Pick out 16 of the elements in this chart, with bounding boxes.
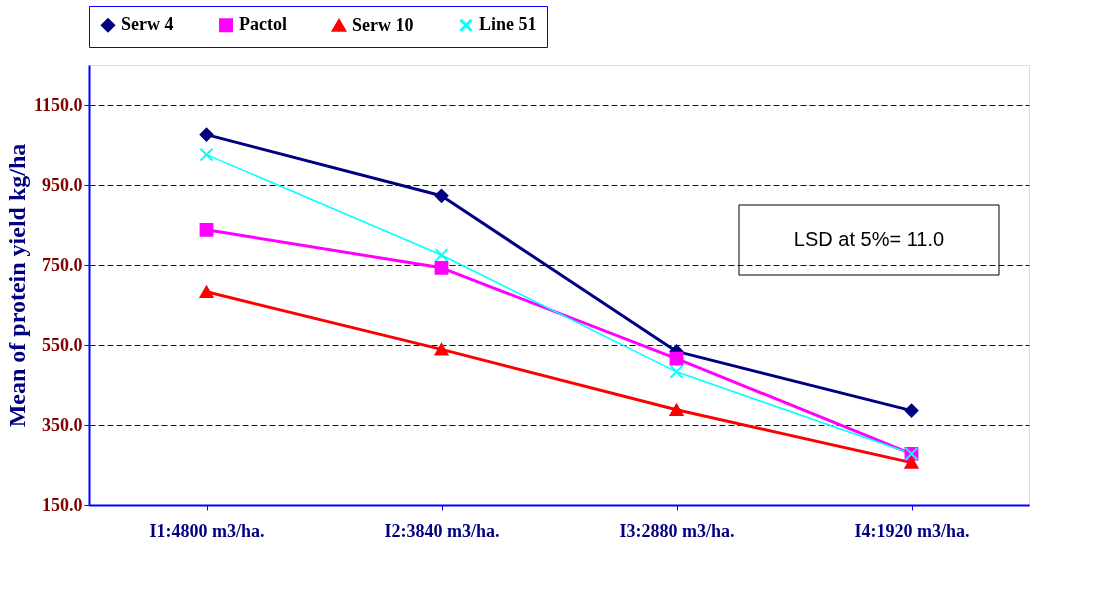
- x-tick-label: I2:3840 m3/ha.: [384, 520, 500, 541]
- y-tick-label: 750.0: [42, 254, 83, 275]
- x-tick-label: I4:1920 m3/ha.: [854, 520, 970, 541]
- legend-label: Line 51: [479, 14, 537, 35]
- y-tick-label: 150.0: [42, 494, 83, 515]
- y-axis-title: Mean of protein yield kg/ha: [3, 143, 30, 428]
- y-tick-label: 950.0: [42, 174, 83, 195]
- y-tick-label: 550.0: [42, 334, 83, 355]
- legend-label: Serw 10: [352, 14, 414, 35]
- legend-label: Pactol: [239, 14, 287, 35]
- legend-label: Serw 4: [121, 14, 174, 35]
- y-tick-label: 1150.0: [33, 94, 83, 115]
- y-tick-label: 350.0: [42, 414, 83, 435]
- x-tick-label: I1:4800 m3/ha.: [149, 520, 265, 541]
- annotation: LSD at 5%= 11.0: [793, 228, 945, 250]
- x-tick-label: I3:2880 m3/ha.: [619, 520, 735, 541]
